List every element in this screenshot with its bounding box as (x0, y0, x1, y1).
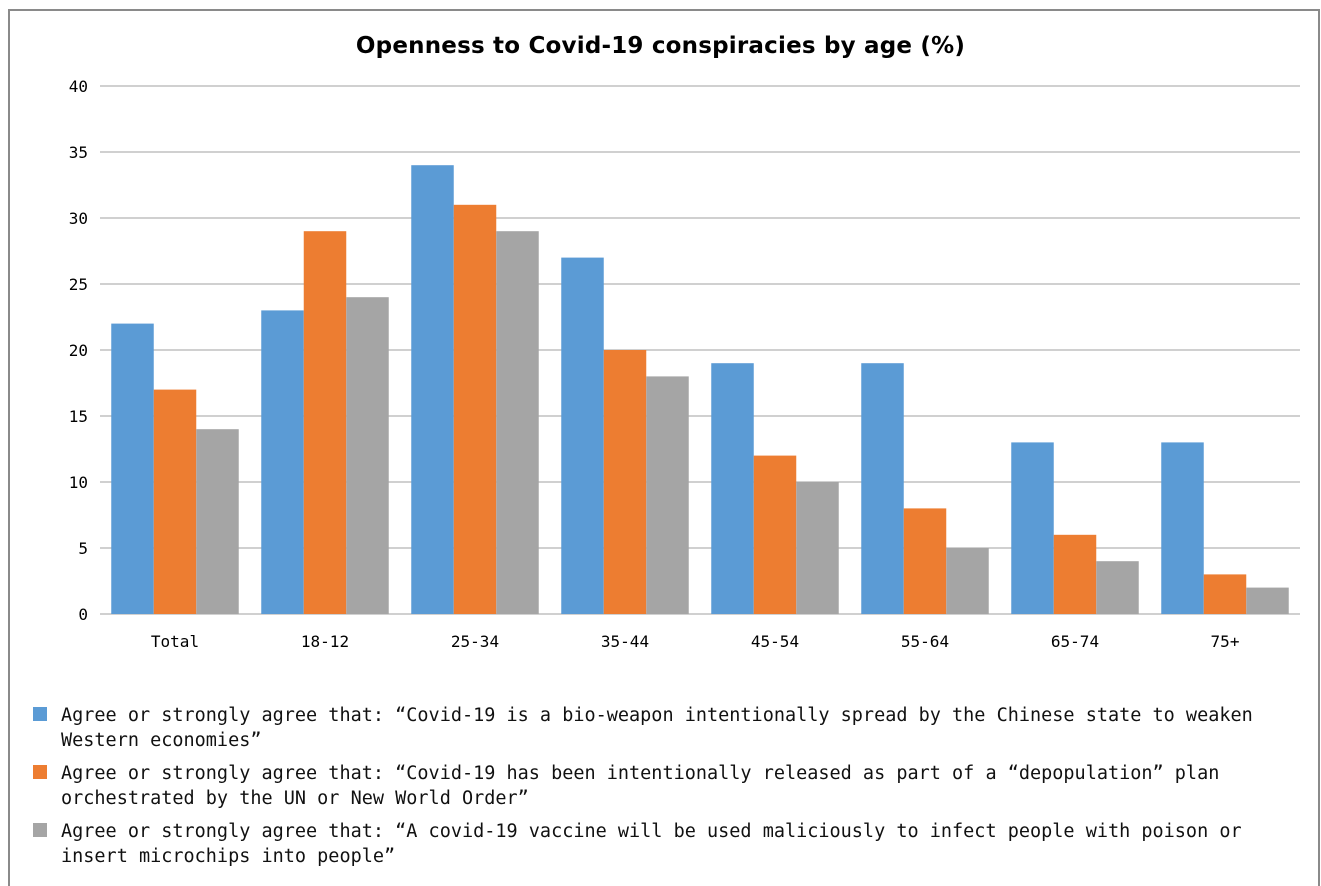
legend-item-series-2[interactable]: Agree or strongly agree that: “Covid-19 … (33, 761, 1303, 811)
bar-75+-series-2[interactable] (1203, 574, 1247, 614)
y-tick-label: 5 (78, 539, 88, 558)
x-tick-label: 25-34 (451, 632, 499, 651)
bar-55-64-series-3[interactable] (946, 548, 989, 614)
bar-35-44-series-1[interactable] (561, 257, 604, 614)
bar-18-12-series-3[interactable] (346, 297, 389, 614)
y-tick-label: 40 (69, 77, 88, 96)
bar-45-54-series-3[interactable] (796, 482, 839, 614)
chart-frame (8, 9, 1320, 886)
bar-Total-series-3[interactable] (196, 429, 239, 614)
y-tick-label: 0 (78, 605, 88, 624)
y-tick-label: 15 (69, 407, 88, 426)
legend-label: Agree or strongly agree that: “A covid-1… (61, 821, 1242, 867)
bar-75+-series-3[interactable] (1246, 587, 1289, 614)
legend-item-series-3[interactable]: Agree or strongly agree that: “A covid-1… (33, 819, 1303, 869)
bar-35-44-series-3[interactable] (646, 376, 689, 614)
bars (111, 165, 1289, 615)
x-tick-label: 75+ (1211, 632, 1240, 651)
legend-label: Agree or strongly agree that: “Covid-19 … (61, 763, 1220, 809)
x-tick-label: 45-54 (751, 632, 799, 651)
y-tick-label: 20 (69, 341, 88, 360)
x-axis-ticks: Total 18-12 25-34 35-44 45-54 55-64 65-74 75+ (151, 632, 1240, 651)
x-tick-label: Total (151, 632, 199, 651)
legend-item-series-1[interactable]: Agree or strongly agree that: “Covid-19 … (33, 703, 1303, 753)
x-tick-label: 18-12 (301, 632, 349, 651)
bar-18-12-series-2[interactable] (303, 231, 347, 614)
x-tick-label: 55-64 (901, 632, 949, 651)
bar-35-44-series-2[interactable] (603, 350, 647, 614)
bar-55-64-series-2[interactable] (903, 508, 947, 614)
bar-75+-series-1[interactable] (1161, 442, 1204, 614)
chart-title: Openness to Covid-19 conspiracies by age… (355, 33, 966, 59)
bar-55-64-series-1[interactable] (861, 363, 904, 614)
legend-swatch-gray (33, 823, 47, 837)
legend-label: Agree or strongly agree that: “Covid-19 … (61, 705, 1253, 751)
y-axis-ticks: 0 5 10 15 20 25 30 35 40 (69, 77, 88, 624)
bar-Total-series-2[interactable] (153, 389, 197, 614)
y-tick-label: 10 (69, 473, 88, 492)
bar-45-54-series-1[interactable] (711, 363, 754, 614)
y-tick-label: 30 (69, 209, 88, 228)
legend: Agree or strongly agree that: “Covid-19 … (33, 703, 1303, 877)
y-tick-label: 35 (69, 143, 88, 162)
legend-swatch-blue (33, 707, 47, 721)
bar-45-54-series-2[interactable] (753, 455, 797, 614)
x-tick-label: 65-74 (1051, 632, 1099, 651)
y-tick-label: 25 (69, 275, 88, 294)
bar-Total-series-1[interactable] (111, 323, 154, 614)
bar-18-12-series-1[interactable] (261, 310, 304, 614)
legend-swatch-orange (33, 765, 47, 779)
bar-25-34-series-2[interactable] (453, 204, 497, 615)
x-tick-label: 35-44 (601, 632, 649, 651)
bar-65-74-series-1[interactable] (1011, 442, 1054, 614)
bar-65-74-series-3[interactable] (1096, 561, 1139, 614)
bar-chart: 0 5 10 15 20 25 30 35 40 Total 18-12 25-34 35-44 45-… (69, 77, 1300, 651)
bar-65-74-series-2[interactable] (1053, 534, 1097, 614)
bar-25-34-series-1[interactable] (411, 165, 454, 614)
bar-25-34-series-3[interactable] (496, 231, 539, 614)
